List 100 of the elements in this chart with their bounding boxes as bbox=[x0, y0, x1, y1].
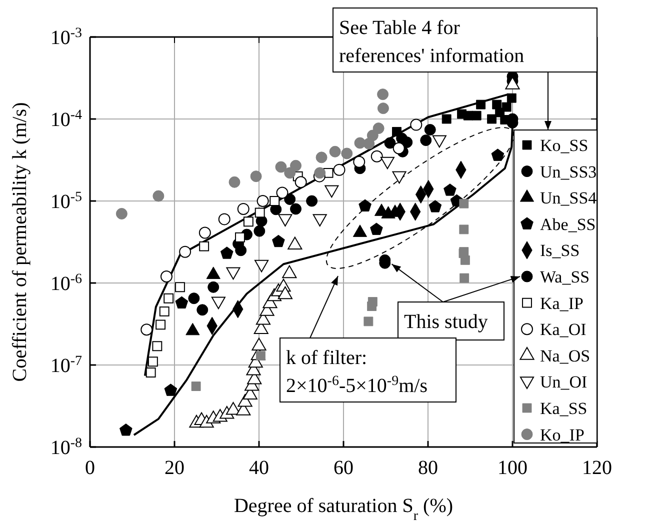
legend-label: Ka_SS bbox=[540, 398, 588, 418]
annotation: See Table 4 for references' information bbox=[339, 17, 524, 67]
point bbox=[368, 297, 378, 307]
point bbox=[314, 167, 326, 179]
y-axis-title: Coefficient of permeability k (m/s) bbox=[9, 102, 31, 382]
point bbox=[140, 324, 153, 336]
point bbox=[329, 146, 341, 158]
point bbox=[459, 198, 469, 208]
y-tick-label: 10$^{-7}$ bbox=[50, 354, 82, 377]
point bbox=[288, 236, 302, 250]
point bbox=[463, 110, 473, 120]
point bbox=[366, 130, 378, 142]
point bbox=[191, 382, 201, 392]
y-tick-label: 10$^{-3}$ bbox=[50, 26, 82, 49]
legend-label: Ko_IP bbox=[540, 425, 584, 444]
point bbox=[306, 195, 318, 207]
point bbox=[460, 255, 470, 265]
legend-label: Ko_SS bbox=[540, 136, 588, 155]
point bbox=[252, 338, 266, 351]
point bbox=[502, 102, 512, 112]
point bbox=[282, 265, 297, 278]
point bbox=[235, 244, 247, 256]
point bbox=[152, 341, 162, 352]
point bbox=[164, 384, 178, 396]
x-tick-label: 0 bbox=[85, 457, 95, 479]
point bbox=[119, 424, 132, 436]
point bbox=[290, 160, 302, 172]
point bbox=[476, 100, 486, 110]
point bbox=[254, 208, 265, 218]
point bbox=[377, 102, 389, 114]
point bbox=[341, 148, 353, 160]
point bbox=[432, 135, 446, 148]
point bbox=[444, 184, 456, 196]
point bbox=[272, 234, 285, 248]
legend-label: Un_OI bbox=[540, 372, 588, 392]
point bbox=[284, 167, 296, 179]
point bbox=[460, 273, 470, 283]
point bbox=[410, 118, 422, 131]
annotation: This study bbox=[404, 311, 488, 333]
point bbox=[179, 246, 192, 258]
point bbox=[199, 241, 210, 252]
y-tick-label: 10$^{-8}$ bbox=[50, 436, 82, 459]
point bbox=[284, 194, 296, 205]
point bbox=[256, 350, 266, 360]
point bbox=[442, 114, 452, 124]
point bbox=[228, 176, 240, 188]
point bbox=[459, 224, 469, 234]
legend-label: Ka_OI bbox=[540, 320, 587, 340]
point bbox=[472, 110, 482, 120]
point bbox=[358, 199, 372, 212]
point bbox=[333, 164, 346, 176]
y-tick-label: 10$^{-6}$ bbox=[50, 272, 82, 295]
point bbox=[152, 190, 164, 202]
point bbox=[294, 176, 307, 188]
point bbox=[370, 150, 383, 162]
legend-label: Abe_SS bbox=[540, 214, 596, 234]
point bbox=[364, 316, 374, 326]
x-tick-label: 100 bbox=[498, 457, 528, 479]
point bbox=[276, 186, 288, 199]
point bbox=[278, 214, 292, 226]
point bbox=[186, 322, 200, 336]
point bbox=[270, 196, 280, 206]
legend-label: Is_SS bbox=[540, 241, 580, 260]
point bbox=[487, 114, 497, 124]
point bbox=[275, 161, 287, 173]
legend-label: Un_SS4 bbox=[540, 188, 598, 208]
point bbox=[254, 225, 266, 237]
point bbox=[420, 134, 432, 146]
point bbox=[237, 202, 250, 215]
point bbox=[377, 88, 389, 100]
x-tick-label: 40 bbox=[249, 457, 269, 479]
x-tick-label: 80 bbox=[418, 457, 438, 479]
point bbox=[218, 213, 230, 226]
x-tick-label: 60 bbox=[334, 457, 354, 479]
point bbox=[353, 156, 366, 168]
point bbox=[491, 148, 504, 161]
annotation: k of filter: 2×10$^{-6}$-5×10$^{-9}$m/s bbox=[286, 347, 428, 397]
point bbox=[196, 304, 208, 316]
point bbox=[278, 286, 292, 300]
x-tick-label: 120 bbox=[582, 457, 612, 479]
point bbox=[290, 203, 302, 215]
point bbox=[372, 122, 384, 134]
point bbox=[424, 124, 436, 136]
point bbox=[164, 293, 174, 304]
point bbox=[384, 137, 396, 149]
legend-label: Ka_IP bbox=[540, 294, 584, 313]
x-tick-label: 20 bbox=[164, 457, 184, 479]
point bbox=[160, 270, 172, 282]
point bbox=[250, 170, 262, 182]
point bbox=[316, 152, 328, 164]
point bbox=[175, 296, 188, 309]
point bbox=[220, 246, 234, 259]
point bbox=[208, 281, 220, 293]
point bbox=[380, 156, 394, 170]
point bbox=[392, 142, 405, 154]
point bbox=[116, 208, 128, 220]
x-axis-title: Degree of saturation S$_{r}$ (%) bbox=[234, 495, 454, 523]
legend-label: Wa_SS bbox=[540, 267, 590, 286]
point bbox=[188, 292, 200, 304]
point bbox=[156, 320, 166, 330]
